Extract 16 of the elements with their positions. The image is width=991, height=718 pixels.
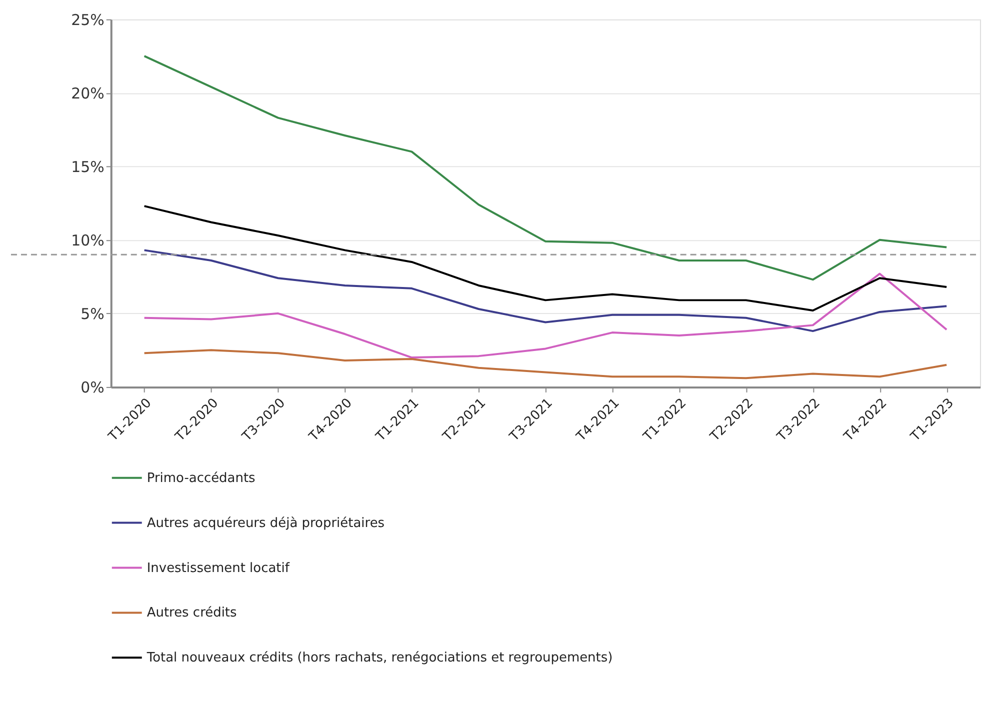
y-tick-label: 15% (71, 158, 104, 176)
y-tick-label: 10% (71, 231, 104, 250)
y-tick-label: 20% (71, 84, 104, 102)
legend-label: Total nouveaux crédits (hors rachats, renégociations et regroupements) (146, 650, 613, 666)
legend-label: Primo-accédants (146, 470, 256, 486)
line-series (143, 205, 948, 312)
line-series (143, 55, 948, 281)
y-tick-label: 5% (80, 304, 104, 323)
legend-label: Autres crédits (146, 606, 238, 621)
line-series (143, 249, 948, 332)
legend-label: Investissement locatif (146, 560, 290, 576)
legend-label: Autres acquéreurs déjà propriétaires (146, 516, 385, 531)
y-tick-label: 0% (80, 378, 104, 396)
line-series (143, 272, 948, 359)
line-series (143, 349, 948, 380)
y-tick-label: 25% (71, 10, 104, 29)
